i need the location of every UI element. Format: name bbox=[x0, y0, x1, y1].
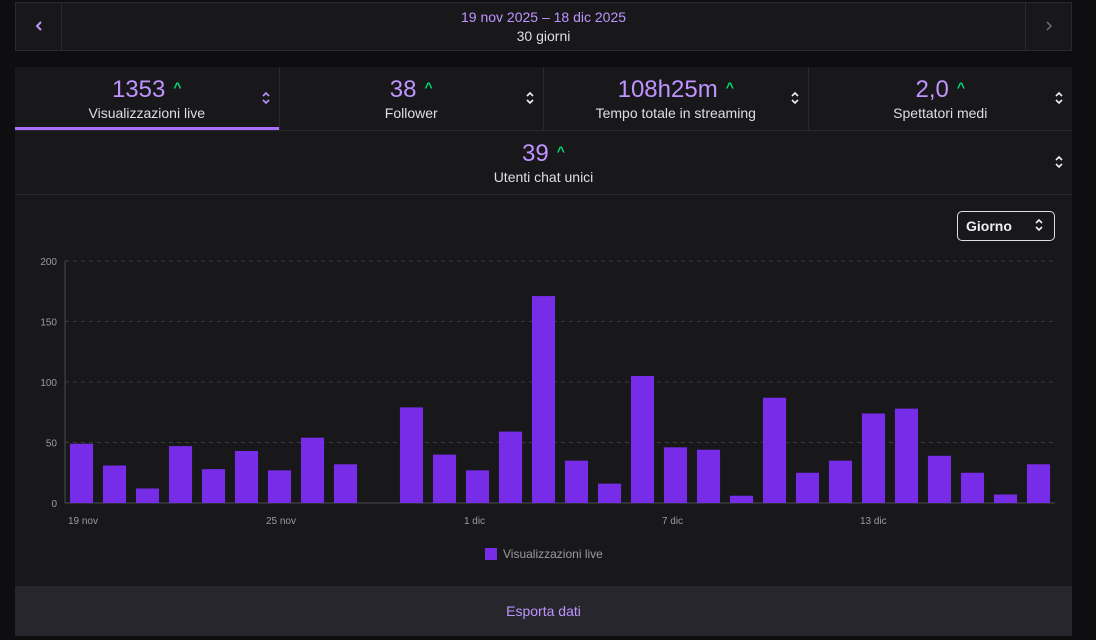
sort-icon[interactable] bbox=[525, 91, 535, 105]
bar[interactable] bbox=[1026, 464, 1051, 503]
bar[interactable] bbox=[795, 472, 820, 503]
legend-label: Visualizzazioni live bbox=[503, 547, 603, 561]
stat-label: Utenti chat unici bbox=[493, 169, 594, 185]
previous-period-button[interactable] bbox=[16, 3, 62, 50]
stat-value: 1353 bbox=[111, 76, 166, 103]
y-tick-label: 0 bbox=[51, 499, 57, 510]
stat-label: Tempo totale in streaming bbox=[595, 105, 756, 121]
sort-icon[interactable] bbox=[1054, 91, 1064, 105]
trend-up-icon: ^ bbox=[725, 79, 734, 95]
bar[interactable] bbox=[894, 408, 919, 503]
bar[interactable] bbox=[663, 447, 688, 503]
stats-tabs: 1353 ^ Visualizzazioni live 38 ^ Followe… bbox=[15, 67, 1072, 131]
stat-value: 2,0 bbox=[915, 76, 949, 103]
trend-up-icon: ^ bbox=[424, 79, 433, 95]
stat-value: 108h25m bbox=[617, 76, 718, 103]
legend-swatch bbox=[485, 548, 497, 560]
y-tick-label: 200 bbox=[40, 257, 57, 268]
export-data-label: Esporta dati bbox=[506, 603, 581, 619]
bar[interactable] bbox=[531, 296, 556, 503]
select-arrows-icon bbox=[1034, 218, 1044, 235]
bar[interactable] bbox=[762, 397, 787, 503]
bar[interactable] bbox=[828, 460, 853, 503]
y-tick-label: 100 bbox=[40, 378, 57, 389]
bar[interactable] bbox=[168, 446, 193, 503]
stat-value: 38 bbox=[389, 76, 417, 103]
bar[interactable] bbox=[729, 495, 754, 503]
trend-up-icon: ^ bbox=[173, 79, 182, 95]
bar[interactable] bbox=[201, 469, 226, 503]
period-length-text: 30 giorni bbox=[516, 27, 571, 44]
date-range-navigator: 19 nov 2025 – 18 dic 2025 30 giorni bbox=[15, 2, 1072, 51]
bar[interactable] bbox=[69, 443, 94, 503]
chart-legend[interactable]: Visualizzazioni live bbox=[485, 547, 603, 561]
bar[interactable] bbox=[564, 460, 589, 503]
x-tick-label: 25 nov bbox=[266, 516, 296, 527]
bar[interactable] bbox=[696, 449, 721, 503]
bar[interactable] bbox=[927, 455, 952, 503]
bar[interactable] bbox=[597, 483, 622, 503]
stat-tab-followers[interactable]: 38 ^ Follower bbox=[280, 67, 544, 130]
bar[interactable] bbox=[960, 472, 985, 503]
next-period-button[interactable] bbox=[1025, 3, 1071, 50]
bar[interactable] bbox=[102, 465, 127, 503]
stat-tab-live-views[interactable]: 1353 ^ Visualizzazioni live bbox=[15, 67, 280, 130]
granularity-select[interactable]: Giorno bbox=[957, 211, 1055, 241]
stat-tab-unique-chatters[interactable]: 39 ^ Utenti chat unici bbox=[15, 131, 1072, 194]
stat-label: Visualizzazioni live bbox=[88, 105, 205, 121]
bar[interactable] bbox=[993, 494, 1018, 503]
bar[interactable] bbox=[465, 470, 490, 503]
granularity-select-value: Giorno bbox=[966, 218, 1012, 234]
sort-icon[interactable] bbox=[790, 91, 800, 105]
stats-tabs-row2: 39 ^ Utenti chat unici bbox=[15, 131, 1072, 195]
bar[interactable] bbox=[135, 488, 160, 503]
x-tick-label: 19 nov bbox=[68, 516, 98, 527]
chevron-left-icon bbox=[35, 18, 43, 35]
stat-value: 39 bbox=[522, 140, 549, 167]
chevron-right-icon bbox=[1045, 18, 1053, 35]
stat-label: Spettatori medi bbox=[893, 105, 988, 121]
stat-label: Follower bbox=[384, 105, 438, 121]
y-tick-label: 150 bbox=[40, 318, 57, 329]
bar[interactable] bbox=[498, 431, 523, 503]
bar[interactable] bbox=[300, 437, 325, 503]
bar[interactable] bbox=[861, 413, 886, 503]
bar[interactable] bbox=[333, 464, 358, 503]
bar[interactable] bbox=[267, 470, 292, 503]
trend-up-icon: ^ bbox=[956, 79, 966, 95]
date-range-text: 19 nov 2025 – 18 dic 2025 bbox=[460, 8, 627, 25]
export-data-button[interactable]: Esporta dati bbox=[15, 586, 1072, 636]
bar[interactable] bbox=[399, 407, 424, 503]
bar[interactable] bbox=[234, 450, 259, 503]
x-tick-label: 1 dic bbox=[464, 516, 485, 527]
stats-panel: 1353 ^ Visualizzazioni live 38 ^ Followe… bbox=[15, 67, 1072, 636]
sort-icon[interactable] bbox=[261, 91, 271, 105]
stat-tab-streaming-time[interactable]: 108h25m ^ Tempo totale in streaming bbox=[544, 67, 809, 130]
bar[interactable] bbox=[630, 375, 655, 503]
chart-svg: 0 50 100 150 200 19 nov 25 nov 1 dic 7 dic 13 dic bbox=[40, 257, 1055, 527]
bar[interactable] bbox=[432, 454, 457, 503]
x-tick-label: 13 dic bbox=[860, 516, 887, 527]
y-tick-label: 50 bbox=[46, 439, 58, 450]
trend-up-icon: ^ bbox=[556, 143, 565, 159]
x-tick-label: 7 dic bbox=[662, 516, 683, 527]
bar-chart: 0 50 100 150 200 19 nov 25 nov 1 dic 7 dic 13 dic bbox=[15, 247, 1072, 577]
stat-tab-avg-viewers[interactable]: 2,0 ^ Spettatori medi bbox=[809, 67, 1073, 130]
sort-icon[interactable] bbox=[1054, 155, 1064, 169]
date-range-display: 19 nov 2025 – 18 dic 2025 30 giorni bbox=[62, 3, 1025, 50]
